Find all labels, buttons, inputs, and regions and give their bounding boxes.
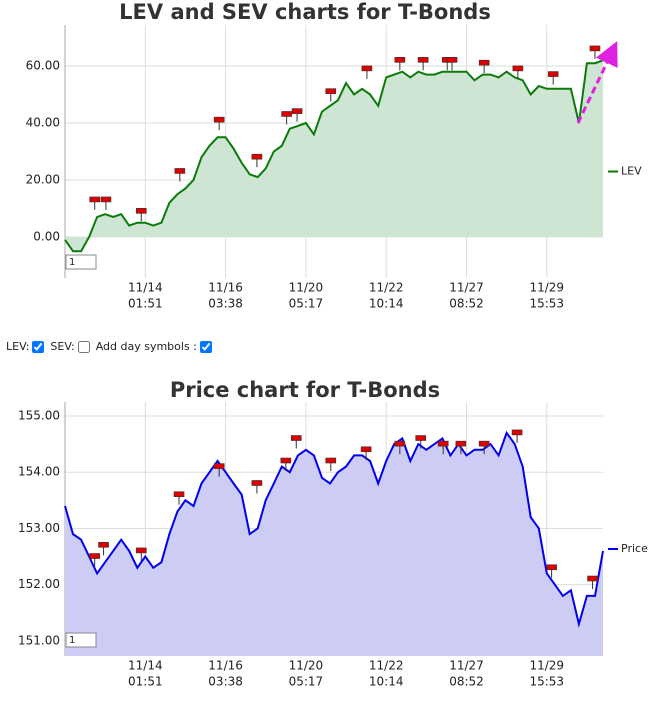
day-symbol (546, 564, 557, 571)
chart-title: LEV and SEV charts for T-Bonds (119, 0, 491, 24)
day-symbol (325, 457, 337, 464)
controls: LEV: SEV: Add day symbols : (6, 340, 216, 353)
day-symbol (291, 108, 303, 114)
x-tick-label: 11/22 (369, 281, 404, 295)
day-symbol (415, 435, 427, 441)
day-symbol (361, 65, 373, 72)
day-symbol (213, 116, 225, 123)
chart-title: Price chart for T-Bonds (170, 378, 440, 402)
day-symbol (98, 541, 109, 548)
x-tick-label: 11/29 (529, 659, 564, 673)
day-symbol (417, 57, 429, 63)
x-tick-time: 15:53 (529, 297, 564, 311)
day-symbol (360, 446, 372, 453)
sev-checkbox[interactable] (77, 340, 90, 353)
legend-label: Price (621, 542, 648, 555)
x-tick-label: 11/20 (289, 281, 324, 295)
y-tick-label: 40.00 (26, 116, 60, 130)
range-box (65, 632, 97, 648)
x-tick-label: 11/16 (208, 659, 243, 673)
x-tick-label: 11/27 (449, 281, 484, 295)
trend-arrow (576, 41, 618, 124)
x-tick-label: 11/22 (369, 659, 404, 673)
x-tick-time: 08:52 (449, 297, 484, 311)
x-tick-label: 11/20 (289, 659, 324, 673)
day-symbol (512, 65, 524, 72)
day-symbol (280, 457, 292, 464)
x-tick-time: 03:38 (208, 297, 243, 311)
day-symbols-checkbox[interactable] (199, 340, 212, 353)
day-symbol (281, 111, 292, 117)
day-symbol (478, 440, 490, 447)
sev-label: SEV: (50, 340, 75, 353)
y-tick-label: 155.00 (18, 409, 60, 423)
day-symbol (173, 491, 185, 498)
y-tick-label: 152.00 (18, 577, 60, 591)
day-symbol (213, 463, 225, 469)
x-tick-time: 10:14 (369, 297, 404, 311)
day-symbol (511, 429, 523, 436)
x-tick-time: 01:51 (128, 297, 163, 311)
area (65, 60, 603, 252)
legend-label: LEV (621, 165, 642, 178)
day-label: Add day symbols : (95, 340, 197, 353)
y-tick-label: 154.00 (18, 465, 60, 479)
line (64, 430, 604, 628)
day-symbol (251, 153, 263, 160)
day-symbol (251, 480, 263, 486)
line (64, 59, 604, 253)
day-symbol (446, 57, 458, 63)
day-symbol (325, 88, 337, 94)
x-tick-time: 05:17 (289, 675, 324, 689)
day-symbol (437, 440, 449, 447)
lev-checkbox[interactable] (32, 340, 45, 353)
day-symbol (589, 45, 601, 52)
day-symbol (89, 196, 101, 203)
day-symbol (135, 547, 147, 554)
x-tick-time: 03:38 (208, 675, 243, 689)
day-symbol (394, 440, 406, 447)
lev-label: LEV: (6, 340, 30, 353)
x-tick-label: 11/29 (529, 281, 564, 295)
x-tick-time: 15:53 (529, 675, 564, 689)
x-tick-time: 08:52 (449, 675, 484, 689)
y-tick-label: 60.00 (26, 59, 60, 73)
day-symbol (394, 57, 406, 63)
x-tick-label: 11/14 (128, 281, 163, 295)
day-symbol (290, 435, 302, 441)
range-box (65, 254, 97, 270)
x-tick-label: 11/27 (449, 659, 484, 673)
day-symbol (100, 196, 112, 203)
x-tick-time: 01:51 (128, 675, 163, 689)
y-tick-label: 153.00 (18, 521, 60, 535)
day-symbol (135, 208, 147, 214)
y-tick-label: 151.00 (18, 633, 60, 647)
area (65, 432, 603, 656)
day-symbol (89, 553, 101, 559)
day-symbol (455, 440, 467, 447)
range-box-text: 1 (69, 257, 75, 268)
day-symbol (547, 71, 559, 77)
x-tick-label: 11/14 (128, 659, 163, 673)
y-tick-label: 0.00 (33, 229, 60, 243)
day-symbol (587, 575, 598, 582)
day-symbol (478, 59, 490, 66)
x-tick-time: 10:14 (369, 675, 404, 689)
y-tick-label: 20.00 (26, 172, 60, 186)
range-box-text: 1 (69, 635, 75, 646)
x-tick-label: 11/16 (208, 281, 243, 295)
day-symbol (174, 168, 186, 174)
x-tick-time: 05:17 (289, 297, 324, 311)
